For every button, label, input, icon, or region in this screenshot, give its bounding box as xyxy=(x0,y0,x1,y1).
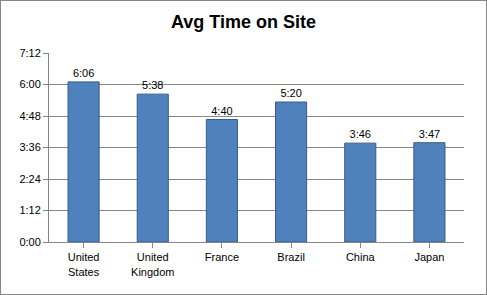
svg-text:2:24: 2:24 xyxy=(19,173,40,185)
svg-text:France: France xyxy=(205,251,239,263)
svg-text:Brazil: Brazil xyxy=(277,251,305,263)
svg-text:China: China xyxy=(346,251,376,263)
svg-text:6:06: 6:06 xyxy=(73,67,94,79)
svg-text:3:47: 3:47 xyxy=(419,128,440,140)
svg-text:4:40: 4:40 xyxy=(211,105,232,117)
svg-text:7:12: 7:12 xyxy=(19,47,40,59)
svg-text:3:46: 3:46 xyxy=(350,128,371,140)
svg-text:0:00: 0:00 xyxy=(19,236,40,248)
svg-text:6:00: 6:00 xyxy=(19,78,40,90)
svg-text:UnitedKingdom: UnitedKingdom xyxy=(131,251,174,277)
svg-text:5:20: 5:20 xyxy=(280,87,301,99)
svg-text:3:36: 3:36 xyxy=(19,141,40,153)
svg-text:5:38: 5:38 xyxy=(142,79,163,91)
svg-text:Avg Time on Site: Avg Time on Site xyxy=(171,12,316,32)
svg-text:UnitedStates: UnitedStates xyxy=(68,251,100,277)
svg-text:Japan: Japan xyxy=(414,251,444,263)
svg-text:4:48: 4:48 xyxy=(19,110,40,122)
svg-text:1:12: 1:12 xyxy=(19,204,40,216)
